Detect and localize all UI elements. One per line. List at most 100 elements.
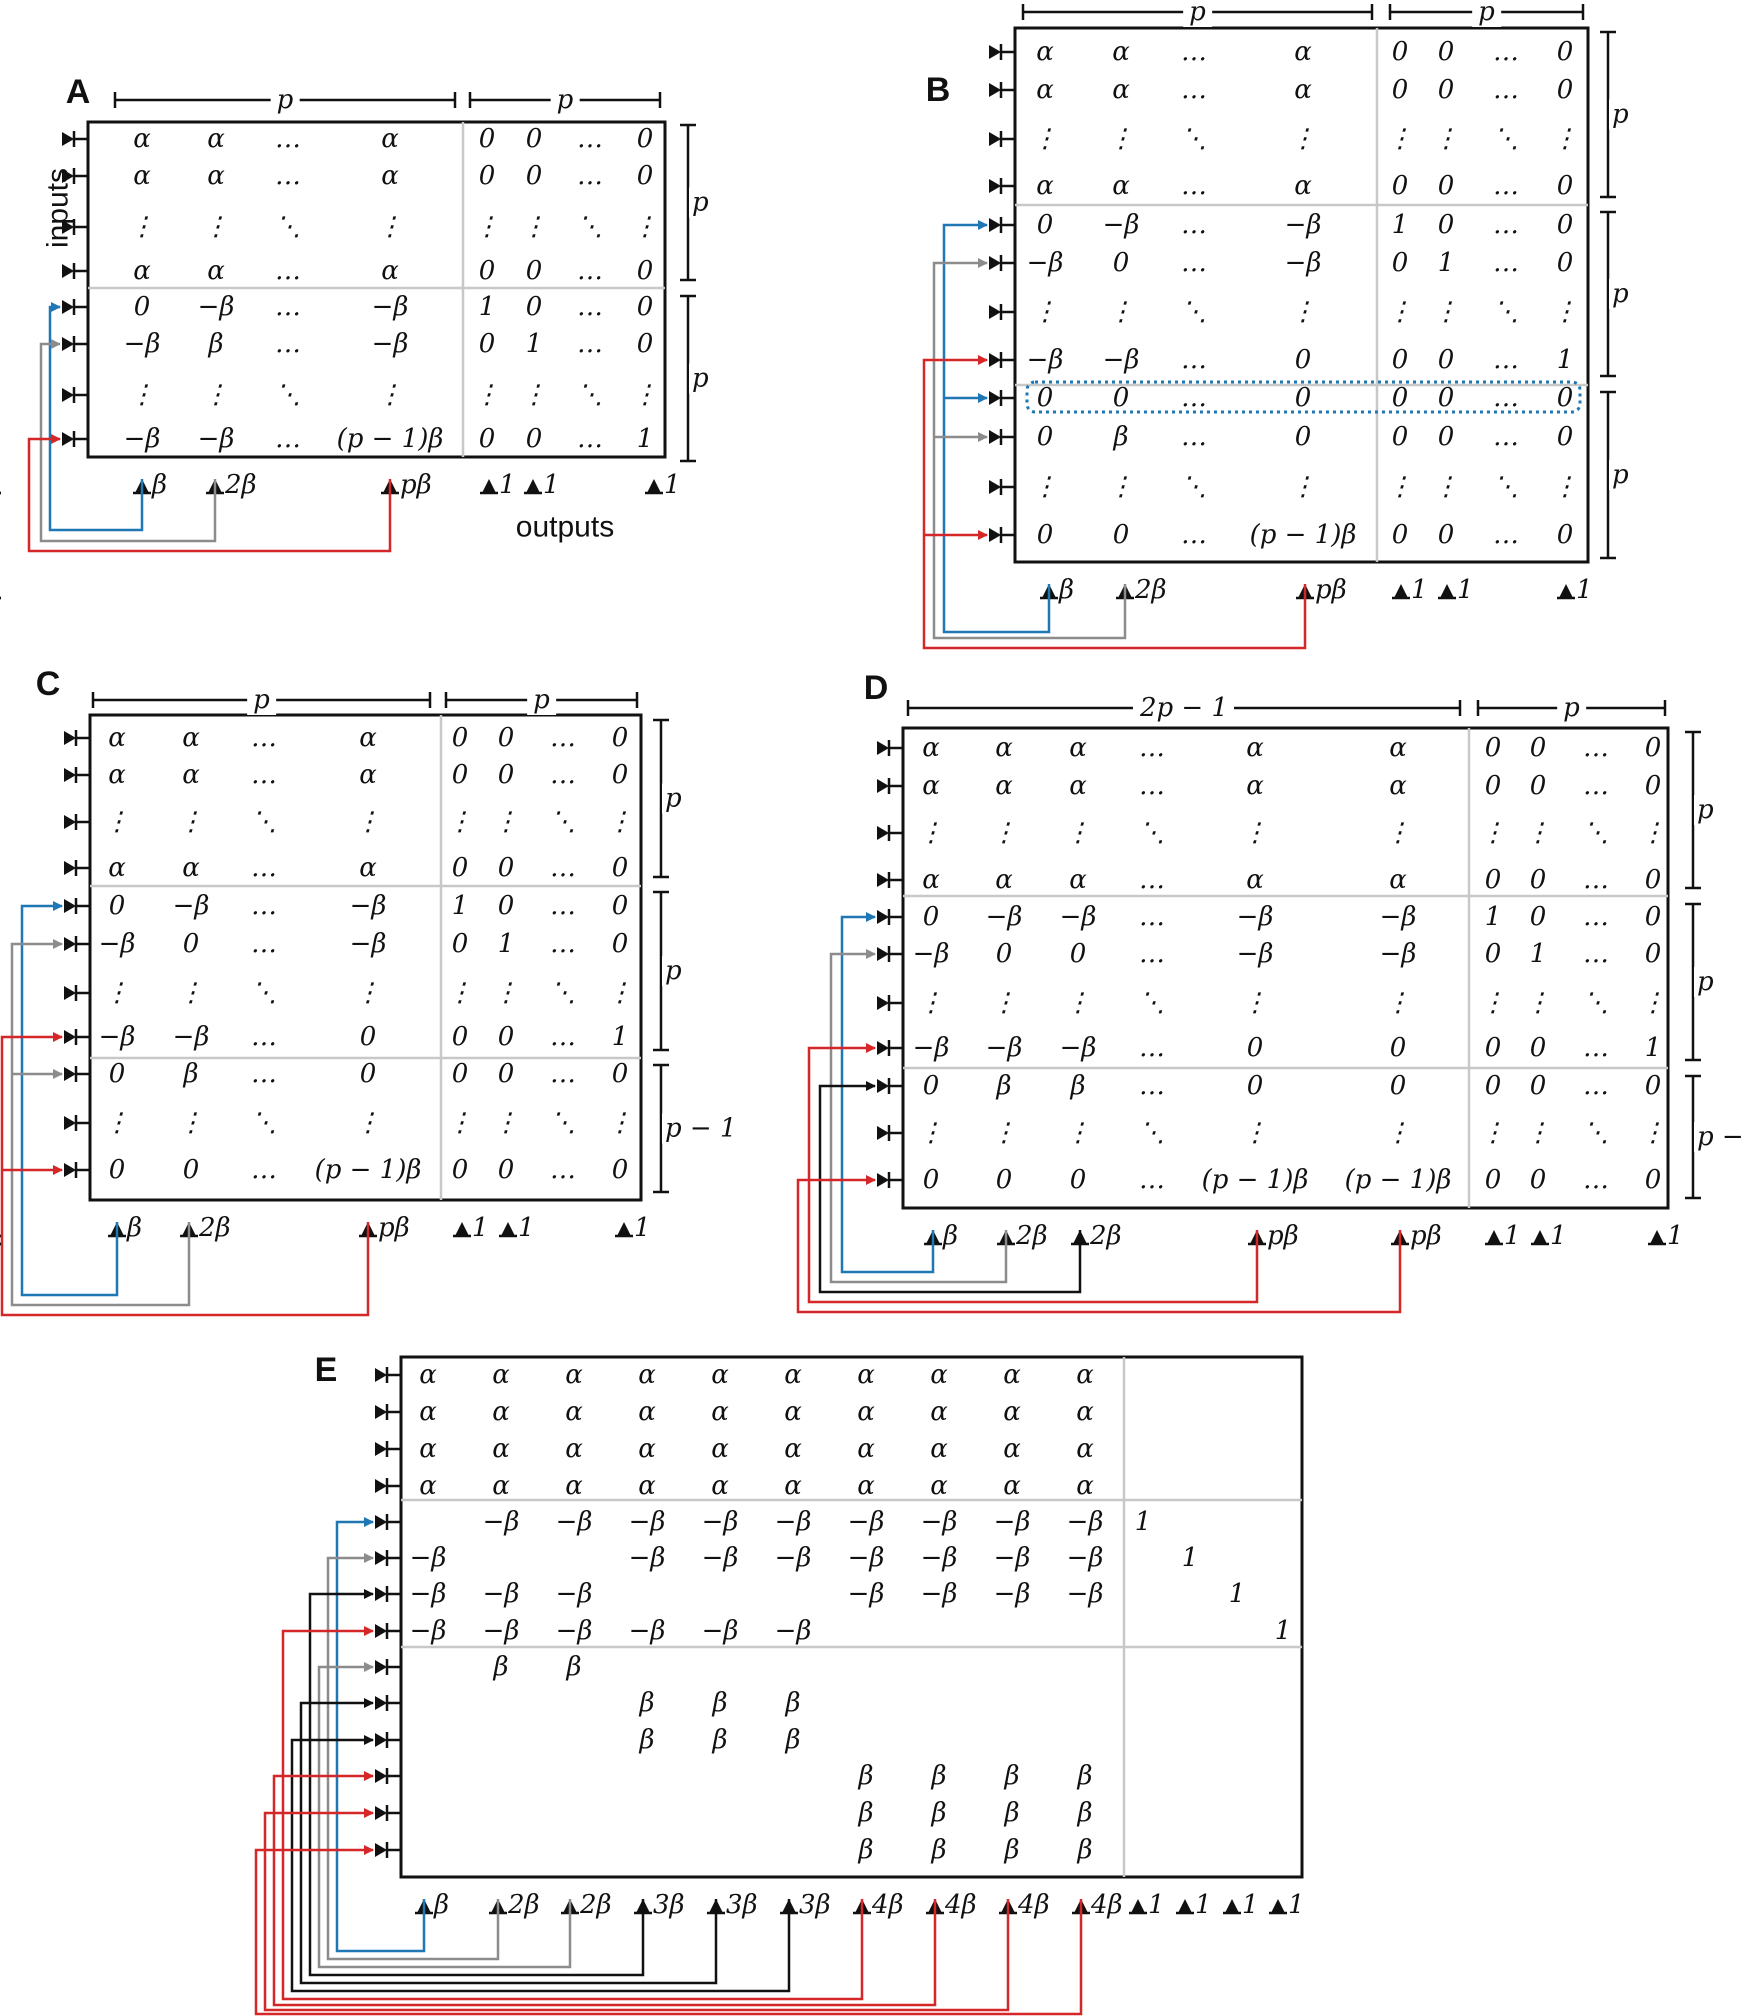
output-weight: 2β bbox=[1134, 575, 1167, 605]
feedback-connection-gray bbox=[39, 339, 217, 543]
matrix-cell: ⋮ bbox=[1065, 1118, 1091, 1148]
dimension-label: p bbox=[1612, 100, 1629, 130]
label-backing bbox=[550, 85, 580, 115]
input-port-marker bbox=[62, 132, 74, 146]
matrix-cell: … bbox=[251, 1155, 277, 1185]
matrix-cell: 0 bbox=[1438, 422, 1455, 452]
dimension-label: p bbox=[557, 85, 574, 115]
matrix-cell: ⋮ bbox=[1480, 818, 1506, 848]
matrix-cell: α bbox=[1003, 1434, 1021, 1464]
matrix-cell: ⋮ bbox=[1387, 297, 1413, 327]
output-weight: 1 bbox=[1242, 1890, 1259, 1920]
matrix-cell: 0 bbox=[1485, 865, 1502, 895]
matrix-cell: ⋮ bbox=[991, 818, 1017, 848]
input-port-marker bbox=[989, 528, 1001, 542]
matrix-cell: … bbox=[1493, 210, 1519, 240]
input-port-marker bbox=[877, 779, 889, 793]
feedback-connection-red bbox=[272, 1771, 937, 2007]
matrix-cell: β bbox=[638, 1688, 654, 1718]
matrix-cell: β bbox=[1003, 1798, 1019, 1828]
input-port-marker bbox=[62, 169, 74, 183]
label-backing bbox=[527, 685, 557, 715]
matrix-cell: α bbox=[638, 1471, 656, 1501]
matrix-cell: ⋮ bbox=[632, 380, 658, 410]
matrix-cell: … bbox=[251, 760, 277, 790]
matrix-cell: (p − 1)β bbox=[1202, 1165, 1309, 1195]
matrix-cell: −β bbox=[986, 1033, 1023, 1063]
matrix-cell: 0 bbox=[1557, 422, 1574, 452]
feedback-connection-blue bbox=[942, 220, 1051, 634]
matrix-cell: −β bbox=[848, 1507, 885, 1537]
matrix-cell: −β bbox=[198, 424, 235, 454]
matrix-cell: ⋮ bbox=[632, 212, 658, 242]
label-backing bbox=[1472, 0, 1502, 27]
matrix-cell: −β bbox=[994, 1507, 1031, 1537]
matrix-cell: −β bbox=[1060, 1033, 1097, 1063]
matrix-cell: −β bbox=[556, 1507, 593, 1537]
output-weight: 1 bbox=[472, 1213, 489, 1243]
matrix-cell: ⋮ bbox=[104, 978, 130, 1008]
matrix-cell: 0 bbox=[1037, 210, 1054, 240]
matrix-cell: ⋱ bbox=[550, 807, 576, 837]
matrix-cell: 0 bbox=[109, 1155, 126, 1185]
matrix-cell: 1 bbox=[526, 329, 543, 359]
matrix-cell: α bbox=[381, 124, 399, 154]
matrix-cell: 0 bbox=[360, 1022, 377, 1052]
output-weight: 1 bbox=[664, 470, 681, 500]
output-weight: 1 bbox=[1576, 575, 1593, 605]
matrix-cell: … bbox=[1139, 1071, 1165, 1101]
matrix-cell: α bbox=[1112, 37, 1130, 67]
label-backing bbox=[1557, 693, 1587, 723]
matrix-cell: −β bbox=[775, 1543, 812, 1573]
matrix-cell: ⋮ bbox=[1525, 1118, 1551, 1148]
matrix-cell: ⋮ bbox=[203, 380, 229, 410]
output-weight: 2β bbox=[579, 1890, 612, 1920]
matrix-cell: α bbox=[108, 853, 126, 883]
matrix-cell: … bbox=[1139, 1165, 1165, 1195]
matrix-cell: … bbox=[1181, 75, 1207, 105]
matrix-cell: … bbox=[251, 853, 277, 883]
matrix-cell: α bbox=[133, 124, 151, 154]
matrix-frame bbox=[86, 120, 667, 459]
matrix-cell: … bbox=[550, 853, 576, 883]
matrix-cell: β bbox=[1076, 1835, 1092, 1865]
output-port-marker bbox=[617, 1222, 631, 1236]
matrix-cell: 0 bbox=[1392, 345, 1409, 375]
matrix-cell: ⋮ bbox=[1640, 1118, 1666, 1148]
matrix-cell: 0 bbox=[1557, 383, 1574, 413]
matrix-cell: … bbox=[251, 1059, 277, 1089]
matrix-cell: … bbox=[251, 929, 277, 959]
matrix-cell: ⋮ bbox=[991, 1118, 1017, 1148]
matrix-cell: 0 bbox=[1390, 1071, 1407, 1101]
matrix-cell: … bbox=[1139, 902, 1165, 932]
matrix-cell: 0 bbox=[1438, 37, 1455, 67]
matrix-cell: β bbox=[711, 1688, 727, 1718]
matrix-cell: −β bbox=[410, 1616, 447, 1646]
matrix-cell: −β bbox=[921, 1543, 958, 1573]
matrix-cell: 0 bbox=[526, 161, 543, 191]
inputs-label: inputs bbox=[42, 168, 75, 248]
input-port-marker bbox=[375, 1769, 387, 1783]
label-backing bbox=[270, 85, 300, 115]
matrix-cell: 0 bbox=[612, 1059, 629, 1089]
matrix-cell: … bbox=[577, 292, 603, 322]
matrix-cell: ⋮ bbox=[178, 807, 204, 837]
matrix-cell: −β bbox=[775, 1507, 812, 1537]
matrix-cell: 1 bbox=[1645, 1033, 1662, 1063]
input-port-marker bbox=[877, 1126, 889, 1140]
matrix-cell: 0 bbox=[526, 292, 543, 322]
matrix-cell: α bbox=[108, 723, 126, 753]
input-port-marker bbox=[877, 1041, 889, 1055]
matrix-cell: ⋮ bbox=[1433, 297, 1459, 327]
matrix-cell: α bbox=[784, 1397, 802, 1427]
matrix-cell: 0 bbox=[498, 1059, 515, 1089]
matrix-cell: α bbox=[638, 1434, 656, 1464]
matrix-cell: α bbox=[1112, 171, 1130, 201]
matrix-cell: 0 bbox=[1645, 902, 1662, 932]
matrix-cell: −β bbox=[629, 1507, 666, 1537]
matrix-cell: 0 bbox=[996, 1165, 1013, 1195]
matrix-cell: −β bbox=[994, 1579, 1031, 1609]
matrix-cell: β bbox=[930, 1835, 946, 1865]
matrix-cell: 0 bbox=[479, 124, 496, 154]
matrix-cell: … bbox=[1181, 422, 1207, 452]
